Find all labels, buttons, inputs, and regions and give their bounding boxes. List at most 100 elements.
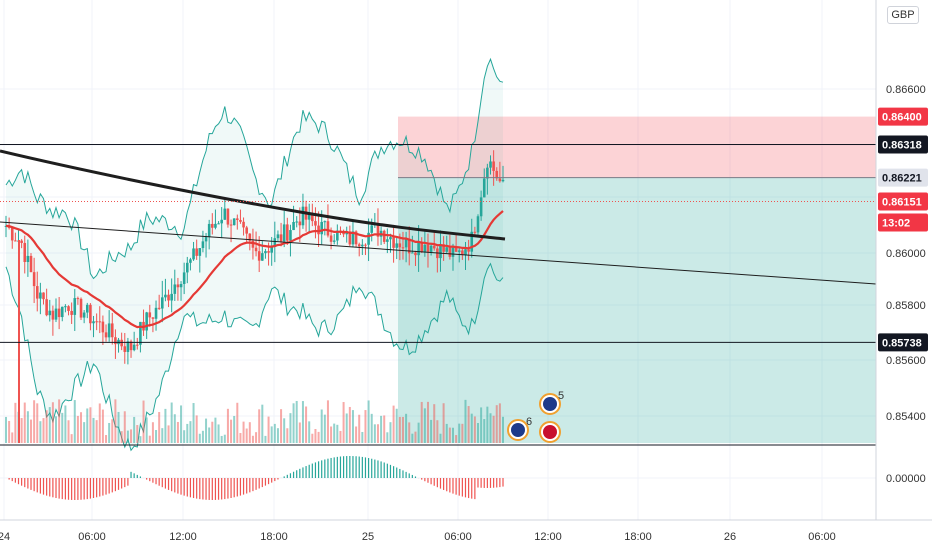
- eu-flag-icon[interactable]: 6: [507, 416, 532, 441]
- candle-body: [476, 216, 480, 233]
- volume-bar: [139, 436, 142, 443]
- volume-bars: [5, 399, 504, 443]
- volume-bar: [101, 409, 104, 443]
- volume-bar: [220, 435, 223, 443]
- price-tag: 0.86318: [878, 135, 928, 154]
- candle-body: [95, 321, 98, 323]
- candle-body: [67, 306, 70, 311]
- candle-body: [120, 339, 123, 347]
- volume-bar: [183, 430, 186, 443]
- candle-body: [242, 221, 245, 228]
- volume-bar: [298, 422, 301, 443]
- volume-bar: [273, 423, 276, 443]
- candle-body: [195, 248, 198, 256]
- candle-body: [123, 346, 127, 352]
- volume-bar: [83, 422, 86, 443]
- volume-bar: [167, 425, 170, 443]
- volume-bar: [480, 407, 483, 443]
- candle-body: [92, 321, 95, 324]
- price-tag: 0.86400: [878, 107, 928, 126]
- candle-body: [223, 208, 227, 220]
- volume-bar: [339, 430, 342, 443]
- volume-bar: [383, 415, 386, 443]
- candle-body: [389, 237, 392, 240]
- candle-body: [204, 237, 208, 242]
- candle-body: [257, 251, 261, 261]
- price-tick-label: 0.86600: [886, 84, 926, 96]
- volume-bar: [86, 408, 89, 443]
- badge-flag: [543, 425, 557, 439]
- candle-body: [73, 298, 77, 315]
- candle-body: [167, 294, 170, 301]
- volume-bar: [451, 427, 454, 443]
- candle-body: [207, 223, 211, 238]
- volume-bar: [64, 405, 67, 443]
- candle-body: [192, 248, 195, 260]
- volume-bar: [230, 419, 233, 443]
- volume-bar: [448, 427, 451, 443]
- badge-flag: [543, 397, 557, 411]
- candle-body: [239, 219, 242, 222]
- time-tick-label: 24: [0, 531, 10, 543]
- volume-bar: [226, 408, 229, 443]
- candle-body: [64, 306, 67, 308]
- volume-bar: [248, 422, 251, 443]
- time-tick-label: 26: [724, 531, 736, 543]
- volume-bar: [498, 403, 501, 443]
- time-tick-label: 25: [362, 531, 374, 543]
- candle-body: [323, 221, 327, 223]
- volume-bar: [36, 403, 39, 443]
- time-tick-label: 06:00: [808, 531, 836, 543]
- candle-body: [267, 251, 270, 253]
- candle-body: [273, 238, 277, 247]
- uk-flag-icon[interactable]: [539, 421, 561, 443]
- volume-bar: [255, 432, 258, 443]
- candle-body: [298, 221, 302, 226]
- candle-body: [467, 249, 470, 252]
- candle-body: [14, 240, 17, 242]
- candle-body: [386, 239, 389, 242]
- candle-body: [226, 208, 230, 225]
- volume-bar: [476, 423, 479, 443]
- volume-bar: [123, 411, 126, 443]
- volume-bar: [408, 422, 411, 443]
- candle-body: [126, 341, 130, 352]
- eu-flag-icon[interactable]: 5: [539, 390, 564, 415]
- candle-body: [357, 244, 361, 247]
- volume-bar: [486, 406, 489, 443]
- candle-body: [282, 224, 286, 242]
- candle-body: [164, 294, 167, 298]
- candle-body: [23, 242, 27, 263]
- candle-body: [79, 298, 83, 318]
- candle-body: [35, 286, 39, 299]
- volume-bar: [292, 403, 295, 443]
- volume-bar: [283, 418, 286, 443]
- volume-bar: [286, 428, 289, 443]
- candle-body: [32, 272, 36, 287]
- candle-body: [336, 230, 339, 241]
- candle-body: [420, 241, 424, 253]
- candle-body: [414, 252, 417, 256]
- candle-body: [182, 272, 186, 285]
- candle-body: [261, 253, 264, 261]
- volume-bar: [158, 412, 161, 443]
- volume-bar: [48, 407, 51, 443]
- candle-body: [470, 231, 474, 252]
- candle-body: [286, 224, 289, 241]
- volume-bar: [176, 421, 179, 443]
- candle-body: [254, 247, 258, 252]
- price-tag-bg: [878, 107, 928, 126]
- volume-bar: [436, 420, 439, 443]
- candle-body: [445, 247, 449, 252]
- event-badges[interactable]: 65: [507, 390, 564, 443]
- volume-bar: [155, 430, 158, 443]
- candle-body: [39, 292, 42, 299]
- candle-body: [107, 323, 111, 338]
- candle-body: [248, 233, 252, 241]
- volume-bar: [130, 429, 133, 443]
- currency-button[interactable]: GBP: [887, 6, 919, 24]
- candle-body: [495, 170, 499, 179]
- volume-bar: [245, 428, 248, 443]
- candle-body: [160, 297, 164, 309]
